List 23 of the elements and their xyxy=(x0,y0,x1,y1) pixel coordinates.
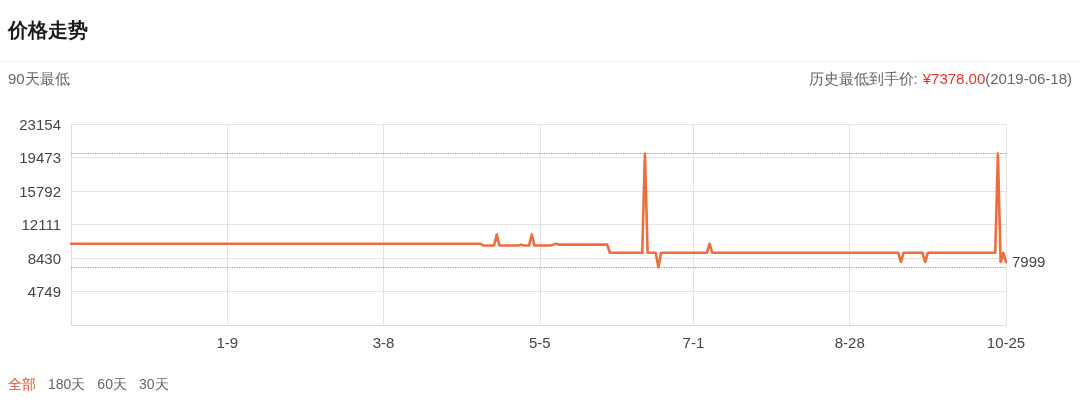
x-tick-label: 8-28 xyxy=(834,334,865,351)
x-tick-label: 7-1 xyxy=(682,334,705,351)
chart-title: 价格走势 xyxy=(8,18,88,43)
x-tick-label: 3-8 xyxy=(372,334,395,351)
chart-subtitle: 90天最低 xyxy=(8,70,70,89)
line-series xyxy=(69,152,1008,269)
y-tick-label: 23154 xyxy=(19,115,61,133)
text: 历史最低到手价: xyxy=(808,70,918,87)
x-tick-label: 5-5 xyxy=(529,334,551,351)
y-tick-label: 4749 xyxy=(27,283,61,300)
y-tick-label: 8430 xyxy=(27,249,61,267)
text: ¥7378.00 xyxy=(922,70,986,87)
y-tick-label: 12111 xyxy=(21,216,61,233)
x-tick-label: 1-9 xyxy=(216,334,239,351)
x-tick-label: 10-25 xyxy=(986,334,1026,351)
data-label: 7999 xyxy=(1012,253,1046,271)
y-tick-label: 19473 xyxy=(19,149,61,166)
y-tick-label: 15792 xyxy=(19,182,61,200)
text: 30天 xyxy=(138,375,169,394)
text: 180天 xyxy=(48,375,86,394)
text: 全部 xyxy=(8,375,36,394)
text: 60天 xyxy=(97,375,127,394)
text: (2019-06-18) xyxy=(985,70,1072,87)
